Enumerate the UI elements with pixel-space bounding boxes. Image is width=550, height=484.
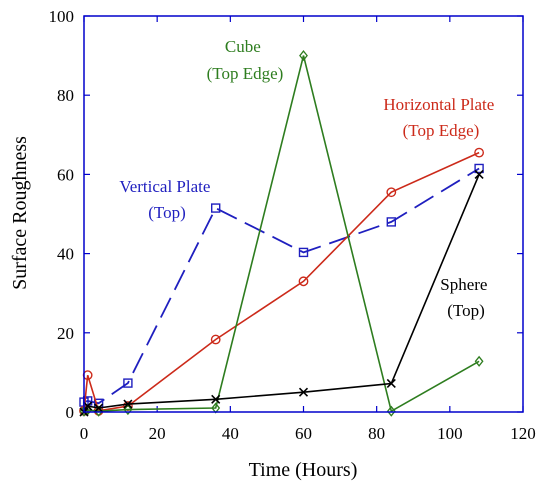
point-sphere-2 xyxy=(94,403,104,413)
point-cube-6 xyxy=(386,405,396,417)
series-line-cube xyxy=(83,55,480,413)
x-tick-label-120: 120 xyxy=(510,424,536,443)
y-tick-label-20: 20 xyxy=(57,324,74,343)
y-tick-label-40: 40 xyxy=(57,245,74,264)
annotation-cube: Cube (Top Edge) xyxy=(207,37,284,83)
series-line-horizontal-plate xyxy=(83,151,480,412)
annotation-sphere: Sphere (Top) xyxy=(440,275,491,320)
x-axis-title: Time (Hours) xyxy=(249,459,358,481)
annotation-sphere-line-2: (Top) xyxy=(447,301,485,320)
annotation-horizontal-plate-line-2: (Top Edge) xyxy=(403,121,480,140)
series-annotations: Cube (Top Edge) Horizontal Plate (Top Ed… xyxy=(119,37,498,320)
point-cube-5 xyxy=(299,50,308,62)
annotation-horizontal-plate: Horizontal Plate (Top Edge) xyxy=(383,95,498,140)
point-horizontal-plate-6 xyxy=(386,187,397,198)
annotation-cube-line-2: (Top Edge) xyxy=(207,64,284,83)
annotation-horizontal-plate-line-1: Horizontal Plate xyxy=(383,95,494,114)
point-sphere-3 xyxy=(123,399,133,409)
series-sphere xyxy=(79,169,484,417)
annotation-vertical-plate-line-1: Vertical Plate xyxy=(119,177,210,196)
point-vertical-plate-3 xyxy=(123,378,133,388)
x-tick-label-0: 0 xyxy=(80,424,89,443)
label-layer: 0 20 40 60 80 100 120 0 20 40 60 80 100 xyxy=(49,7,536,443)
point-horizontal-plate-5 xyxy=(298,276,309,287)
point-cube-3 xyxy=(123,404,133,416)
point-sphere-5 xyxy=(298,387,309,397)
point-horizontal-plate-4 xyxy=(210,334,221,345)
series-layer xyxy=(79,50,484,417)
point-sphere-7 xyxy=(474,169,484,179)
point-cube-7 xyxy=(474,355,484,367)
annotation-cube-line-1: Cube xyxy=(225,37,261,56)
x-tick-label-100: 100 xyxy=(437,424,463,443)
point-sphere-4 xyxy=(211,394,221,404)
x-tick-label-80: 80 xyxy=(368,424,385,443)
series-line-vertical-plate xyxy=(83,167,480,405)
point-vertical-plate-7 xyxy=(474,163,484,174)
annotation-vertical-plate: Vertical Plate (Top) xyxy=(119,177,214,222)
annotation-vertical-plate-line-2: (Top) xyxy=(148,203,186,222)
annotation-sphere-line-1: Sphere xyxy=(440,275,487,294)
point-vertical-plate-6 xyxy=(386,217,396,227)
y-tick-label-80: 80 xyxy=(57,86,74,105)
point-sphere-6 xyxy=(386,378,396,389)
plot-frame xyxy=(83,15,524,413)
point-sphere-1 xyxy=(83,401,93,411)
y-tick-label-0: 0 xyxy=(66,403,75,422)
y-tick-label-60: 60 xyxy=(57,165,74,184)
series-vertical-plate xyxy=(79,163,484,408)
x-tick-label-60: 60 xyxy=(295,424,312,443)
y-axis-title: Surface Roughness xyxy=(9,136,31,290)
series-line-sphere xyxy=(83,174,480,413)
point-vertical-plate-4 xyxy=(210,203,221,213)
x-tick-label-20: 20 xyxy=(149,424,166,443)
point-horizontal-plate-7 xyxy=(474,147,484,158)
y-tick-label-100: 100 xyxy=(49,7,75,26)
x-tick-label-40: 40 xyxy=(222,424,239,443)
point-vertical-plate-5 xyxy=(298,247,309,258)
